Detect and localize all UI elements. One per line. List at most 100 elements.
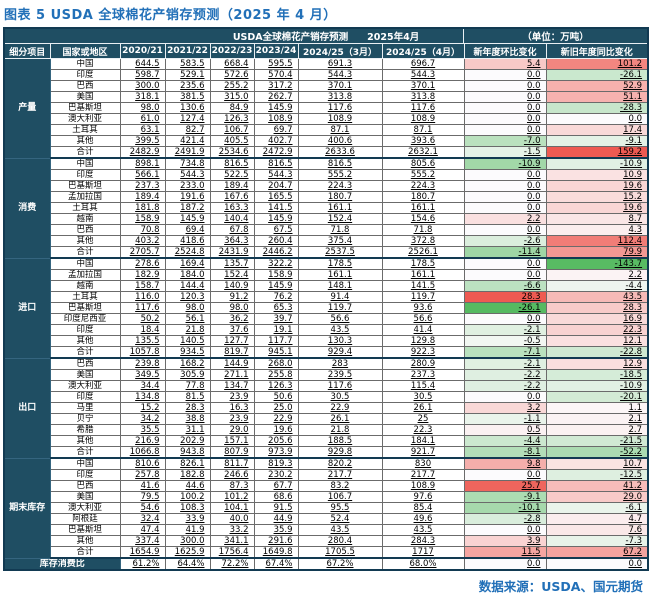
value-cell: 807.9 bbox=[209, 446, 255, 459]
value-cell: 929.8 bbox=[297, 446, 383, 459]
table-row: 巴西 70.8 69.4 67.8 67.5 71.8 71.8 0.0 4.3 bbox=[4, 224, 649, 236]
value-cell: 35.5 bbox=[119, 424, 166, 436]
value-cell: 4.7 bbox=[545, 513, 649, 525]
column-header-row: 细分项目 国家或地区 2020/21 2021/22 2022/23 2023/24 202… bbox=[3, 43, 649, 59]
column-header: 2020/21 bbox=[119, 43, 166, 59]
value-cell: 82.7 bbox=[164, 124, 211, 136]
region-cell: 澳大利亚 bbox=[49, 113, 121, 125]
value-cell: 421.4 bbox=[164, 135, 211, 147]
table-row: 期末库存 中国 810.6 826.1 811.7 819.3 820.2 830 9.8 10.… bbox=[3, 457, 649, 559]
value-cell: 255.8 bbox=[253, 369, 299, 381]
table-row: 澳大利亚 34.4 77.8 134.7 126.3 117.6 115.4 -2.2 -10.… bbox=[4, 380, 649, 392]
value-cell: 205.6 bbox=[253, 435, 299, 447]
table-row: 澳大利亚 61.0 127.4 126.3 108.9 108.9 108.9 0.0 0.0 bbox=[4, 113, 649, 125]
value-cell: 1066.8 bbox=[119, 446, 166, 459]
value-cell: 816.5 bbox=[297, 157, 383, 170]
region-cell: 印度 bbox=[49, 469, 121, 481]
value-cell: 119.7 bbox=[381, 291, 465, 303]
value-cell: 31.1 bbox=[164, 424, 211, 436]
value-cell: 337.4 bbox=[119, 535, 166, 547]
value-cell: 237.3 bbox=[119, 180, 166, 192]
value-cell: 233.0 bbox=[164, 180, 211, 192]
table-row: 产量 中国 644.5 583.5 668.4 595.5 691.3 696.7 5.4 101… bbox=[3, 58, 649, 159]
table-row: 印度 566.1 544.3 522.5 544.3 555.2 555.2 0.0 10.9 bbox=[4, 169, 649, 181]
region-cell: 中国 bbox=[49, 257, 121, 270]
value-cell: 246.6 bbox=[209, 469, 255, 481]
value-cell: 56.6 bbox=[297, 313, 383, 325]
column-header: 新旧年度同比变化 bbox=[545, 43, 649, 59]
value-cell: 127.7 bbox=[209, 335, 255, 347]
value-cell: -10.9 bbox=[545, 380, 649, 392]
value-cell: 805.6 bbox=[381, 157, 465, 170]
value-cell: 106.7 bbox=[297, 491, 383, 503]
value-cell: 19.6 bbox=[253, 424, 299, 436]
unit-label: （单位：万吨） bbox=[463, 29, 647, 43]
region-cell: 巴基斯坦 bbox=[49, 102, 121, 114]
region-cell: 阿根廷 bbox=[49, 513, 121, 525]
value-cell: 255.2 bbox=[209, 80, 255, 92]
table-row: 合计 1057.8 934.5 819.7 945.1 929.4 922.3 -7.1 -22… bbox=[4, 346, 649, 359]
value-cell: 810.6 bbox=[119, 457, 166, 470]
value-cell: 522.5 bbox=[209, 169, 255, 181]
value-cell: 140.5 bbox=[164, 335, 211, 347]
table-row: 希腊 35.5 31.1 29.0 19.6 21.8 22.3 0.5 2.7 bbox=[4, 424, 649, 436]
value-cell: -10.9 bbox=[463, 157, 547, 170]
value-cell: 566.1 bbox=[119, 169, 166, 181]
value-cell: 5.4 bbox=[463, 58, 547, 70]
value-cell: 83.2 bbox=[297, 480, 383, 492]
value-cell: -2.2 bbox=[463, 380, 547, 392]
value-cell: 43.5 bbox=[381, 524, 465, 536]
column-header: 2021/22 bbox=[164, 43, 211, 59]
table-row: 印度尼西亚 50.2 56.1 36.2 39.7 56.6 56.6 0.0 16.9 bbox=[4, 313, 649, 325]
value-cell: 91.4 bbox=[297, 291, 383, 303]
value-cell: 305.9 bbox=[164, 369, 211, 381]
value-cell: 71.8 bbox=[381, 224, 465, 236]
table-row: 消费 中国 898.1 734.8 816.5 816.5 816.5 805.6 -10.9-… bbox=[3, 157, 649, 259]
region-cell: 巴西 bbox=[49, 224, 121, 236]
region-cell: 合计 bbox=[49, 346, 121, 359]
value-cell: 418.6 bbox=[164, 235, 211, 247]
value-cell: 2524.8 bbox=[164, 246, 211, 259]
value-cell: 0.0 bbox=[463, 80, 547, 92]
value-cell: 1756.4 bbox=[209, 546, 255, 559]
value-cell: 161.1 bbox=[297, 269, 383, 281]
value-cell: 29.0 bbox=[209, 424, 255, 436]
value-cell: 595.5 bbox=[253, 58, 299, 70]
value-cell: 44.9 bbox=[253, 513, 299, 525]
value-cell: 120.3 bbox=[164, 291, 211, 303]
value-cell: 41.2 bbox=[545, 480, 649, 492]
value-cell: 28.3 bbox=[164, 402, 211, 414]
value-cell: 30.5 bbox=[297, 391, 383, 403]
value-cell: 145.9 bbox=[253, 280, 299, 292]
value-cell: 52.4 bbox=[297, 513, 383, 525]
value-cell: 85.4 bbox=[381, 502, 465, 514]
value-cell: 0.0 bbox=[463, 269, 547, 281]
value-cell: 2.7 bbox=[545, 424, 649, 436]
value-cell: 2446.2 bbox=[253, 246, 299, 259]
region-cell: 土耳其 bbox=[49, 202, 121, 214]
column-header: 细分项目 bbox=[3, 43, 51, 59]
value-cell: -9.1 bbox=[545, 135, 649, 147]
value-cell: 572.6 bbox=[209, 69, 255, 81]
table-row: 印度 18.4 21.8 37.6 19.1 43.5 41.4 -2.1 22.3 bbox=[4, 324, 649, 336]
value-cell: 2.2 bbox=[463, 213, 547, 225]
value-cell: 322.2 bbox=[253, 257, 299, 270]
value-cell: 116.0 bbox=[119, 291, 166, 303]
region-cell: 合计 bbox=[49, 246, 121, 259]
value-cell: 0.0 bbox=[463, 524, 547, 536]
value-cell: 178.5 bbox=[381, 257, 465, 270]
value-cell: 0.0 bbox=[463, 224, 547, 236]
value-cell: 51.1 bbox=[545, 91, 649, 103]
value-cell: 158.7 bbox=[119, 280, 166, 292]
value-cell: 1057.8 bbox=[119, 346, 166, 359]
value-cell: 260.4 bbox=[253, 235, 299, 247]
value-cell: 313.8 bbox=[381, 91, 465, 103]
value-cell: 0.0 bbox=[463, 391, 547, 403]
value-cell: 570.4 bbox=[253, 69, 299, 81]
value-cell: 1705.5 bbox=[297, 546, 383, 559]
value-cell: -2.8 bbox=[463, 513, 547, 525]
value-cell: 364.3 bbox=[209, 235, 255, 247]
value-cell: 26.1 bbox=[381, 402, 465, 414]
value-cell: 157.1 bbox=[209, 435, 255, 447]
value-cell: 184.0 bbox=[164, 269, 211, 281]
